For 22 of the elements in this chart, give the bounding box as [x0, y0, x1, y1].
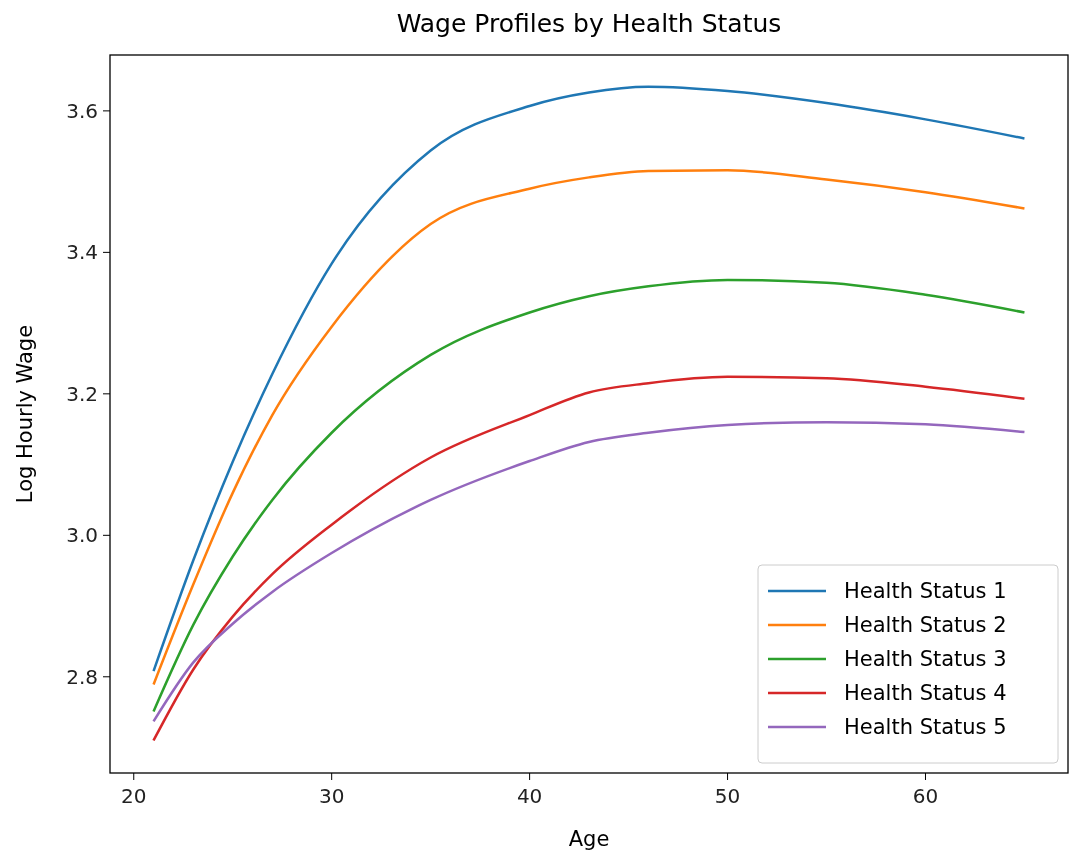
x-tick-label: 60	[912, 784, 939, 808]
y-tick-label: 3.4	[66, 240, 98, 265]
line-series	[152, 85, 1026, 673]
y-tick-label: 3.0	[66, 523, 98, 548]
y-tick-label: 3.2	[66, 381, 98, 406]
y-axis-title: Log Hourly Wage	[13, 324, 37, 504]
line-series	[152, 375, 1026, 742]
y-tick-label: 2.8	[66, 664, 98, 689]
legend-label: Health Status 3	[844, 647, 1007, 671]
x-tick-label: 50	[714, 784, 741, 808]
legend-label: Health Status 2	[844, 613, 1007, 637]
legend-label: Health Status 4	[844, 681, 1007, 705]
x-tick-label: 40	[516, 784, 543, 808]
x-tick-label: 20	[121, 784, 147, 808]
x-tick-label: 30	[318, 784, 345, 808]
legend-label: Health Status 1	[844, 579, 1007, 603]
line-series	[152, 169, 1026, 686]
legend-label: Health Status 5	[844, 715, 1007, 739]
x-axis-title: Age	[568, 827, 610, 851]
chart-title: Wage Profiles by Health Status	[396, 9, 782, 38]
y-tick-label: 3.6	[66, 98, 98, 123]
line-series	[152, 278, 1026, 713]
